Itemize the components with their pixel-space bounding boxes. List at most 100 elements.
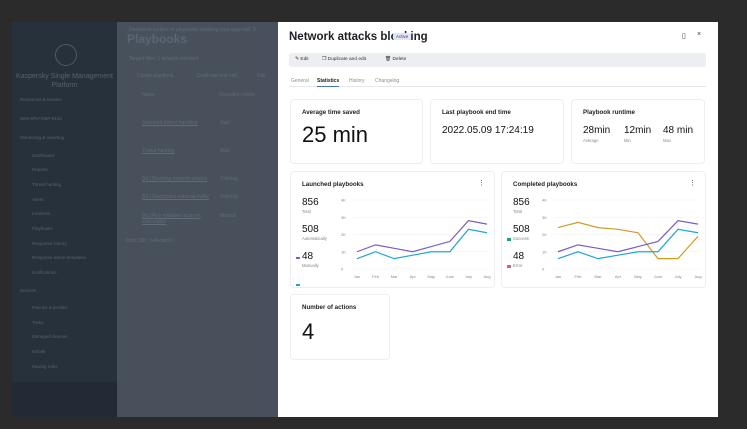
y-tick-label: 3K <box>341 215 346 220</box>
sidebar-item[interactable]: Policies & profiles <box>32 305 68 310</box>
runtime-min: 12min <box>624 125 652 136</box>
tab-general[interactable]: General <box>291 78 309 84</box>
delete-button[interactable]: 🗑 Delete <box>385 57 407 62</box>
edit-button[interactable]: Edit <box>257 73 266 79</box>
series-line <box>356 228 488 260</box>
sidebar-item[interactable]: Tasks <box>32 319 44 325</box>
average-time-saved-card: Average time saved 25 min <box>290 99 423 164</box>
approval-banner[interactable]: Response actions or playbooks awaiting y… <box>129 27 256 33</box>
y-tick-label: 2K <box>542 232 547 237</box>
tab-history[interactable]: History <box>349 78 365 84</box>
runtime-min-label: Min <box>624 138 631 143</box>
completed-error: 48 <box>513 251 525 262</box>
edit-button[interactable]: ✎ Edit <box>295 57 309 62</box>
playbooks-list-page: Response actions or playbooks awaiting y… <box>117 22 278 417</box>
sidebar-footer <box>12 382 117 417</box>
sidebar-item[interactable]: Dashboard <box>32 152 55 158</box>
sidebar-item[interactable]: Reports <box>32 167 48 173</box>
x-tick-label: Jan <box>555 274 561 279</box>
sidebar-item[interactable]: Playbooks <box>32 226 53 231</box>
runtime-max: 48 min <box>663 125 694 136</box>
duplicate-button[interactable]: Duplicate and edit <box>197 73 238 79</box>
copy-icon: ❐ <box>322 57 327 62</box>
close-icon[interactable]: × <box>697 31 702 38</box>
app-window: Kaspersky Single Management Platform Res… <box>12 22 718 417</box>
row-name[interactable]: [KL] Blocking network attacks <box>142 176 208 182</box>
series-line <box>557 228 699 260</box>
x-tick-label: July <box>465 274 472 279</box>
runtime-max-label: Max <box>663 138 671 143</box>
sidebar-item[interactable]: Threat hunting <box>32 182 62 187</box>
row-mode: Auto <box>220 148 231 154</box>
sidebar-item[interactable]: Moving rules <box>32 363 58 369</box>
completed-success: 508 <box>513 224 530 235</box>
x-tick-label: Apr <box>615 274 622 279</box>
sidebar-item[interactable]: Mobile <box>32 349 46 354</box>
create-playbook-button[interactable]: Create playbook <box>137 73 174 79</box>
launched-chart: 0 1K 2K 3K 4K Jan Feb Mar Apr May June July Aug <box>341 198 491 280</box>
total-count: Total 138 / Selected 0 <box>125 238 174 244</box>
tab-changelog[interactable]: Changelog <box>375 78 400 84</box>
launched-total: 856 <box>302 197 319 208</box>
card-title: Average time saved <box>302 109 360 116</box>
row-name[interactable]: [KL] Run malware scan on executable <box>142 213 201 225</box>
x-tick-label: July <box>674 274 681 279</box>
y-tick-label: 1K <box>542 249 547 254</box>
sidebar-item[interactable]: Devices <box>20 287 37 293</box>
actions-value: 4 <box>302 319 315 344</box>
y-tick-label: 0 <box>542 267 545 272</box>
error-legend-marker <box>507 265 511 268</box>
sidebar-item[interactable]: Monitoring & reporting <box>20 134 65 140</box>
tenant-filter[interactable]: Tenant filter: 1 tenants selected <box>129 56 199 62</box>
row-mode: Training <box>220 194 238 200</box>
sidebar-item[interactable]: Resources & tenants <box>20 97 62 102</box>
y-tick-label: 4K <box>542 198 547 203</box>
y-tick-label: 3K <box>542 215 547 220</box>
column-name[interactable]: Name <box>142 92 156 98</box>
sidebar-item[interactable]: Incidents <box>32 211 51 217</box>
x-tick-label: May <box>634 274 642 279</box>
runtime-average-label: Average <box>583 138 599 143</box>
trash-icon: 🗑 <box>385 57 392 62</box>
sidebar-item[interactable]: Alerts <box>32 196 44 202</box>
row-name[interactable]: Threat hunting <box>142 148 175 154</box>
x-tick-label: Mar <box>595 274 603 279</box>
y-tick-label: 1K <box>341 249 346 254</box>
launched-playbooks-card: Launched playbooks ⋮ 856 Total 508 Autom… <box>290 171 495 288</box>
completed-error-label: Error <box>513 263 523 268</box>
pencil-icon: ✎ <box>295 57 300 62</box>
book-icon[interactable]: ▯ <box>682 33 686 40</box>
sidebar-item[interactable]: Managed devices <box>32 334 68 340</box>
x-tick-label: Feb <box>372 274 380 279</box>
status-badge: Active <box>393 33 412 40</box>
row-mode: Training <box>220 176 238 182</box>
completed-total-label: Total <box>513 209 522 214</box>
kaspersky-logo-icon <box>55 44 77 66</box>
sidebar-item[interactable]: Response history <box>32 240 67 246</box>
x-tick-label: Jan <box>354 274 360 279</box>
more-icon[interactable]: ⋮ <box>478 180 485 187</box>
launched-auto-label: Automatically <box>302 236 327 241</box>
average-time-value: 25 min <box>302 122 369 147</box>
duplicate-button[interactable]: ❐ Duplicate and edit <box>322 57 367 62</box>
sidebar-item[interactable]: Notifications <box>32 270 57 275</box>
column-operation-mode[interactable]: Operation mode <box>219 92 255 98</box>
more-icon[interactable]: ⋮ <box>689 180 696 187</box>
row-name[interactable]: [KL] Suspicious external traffic <box>142 194 210 200</box>
launched-manual-label: Manually <box>302 263 319 268</box>
x-tick-label: June <box>654 274 663 279</box>
tab-statistics[interactable]: Statistics <box>317 78 340 87</box>
row-name[interactable]: Standard detect handling <box>142 120 198 126</box>
purple-legend-marker <box>296 257 300 259</box>
last-end-time-value: 2022.05.09 17:24:19 <box>442 125 534 136</box>
page-title: Playbooks <box>127 32 188 46</box>
sidebar-item[interactable]: WIN-SRV-SMP-9142 <box>20 116 62 122</box>
row-mode: Manual <box>220 213 237 219</box>
series-line <box>557 221 699 260</box>
x-tick-label: Aug <box>483 274 490 279</box>
completed-success-label: Success <box>513 236 529 241</box>
product-name: Kaspersky Single Management Platform <box>16 73 113 89</box>
playbook-runtime-card: Playbook runtime 28min Average 12min Min… <box>571 99 705 164</box>
sidebar-item[interactable]: Response action templates <box>32 255 87 261</box>
blue-legend-marker <box>296 284 300 286</box>
